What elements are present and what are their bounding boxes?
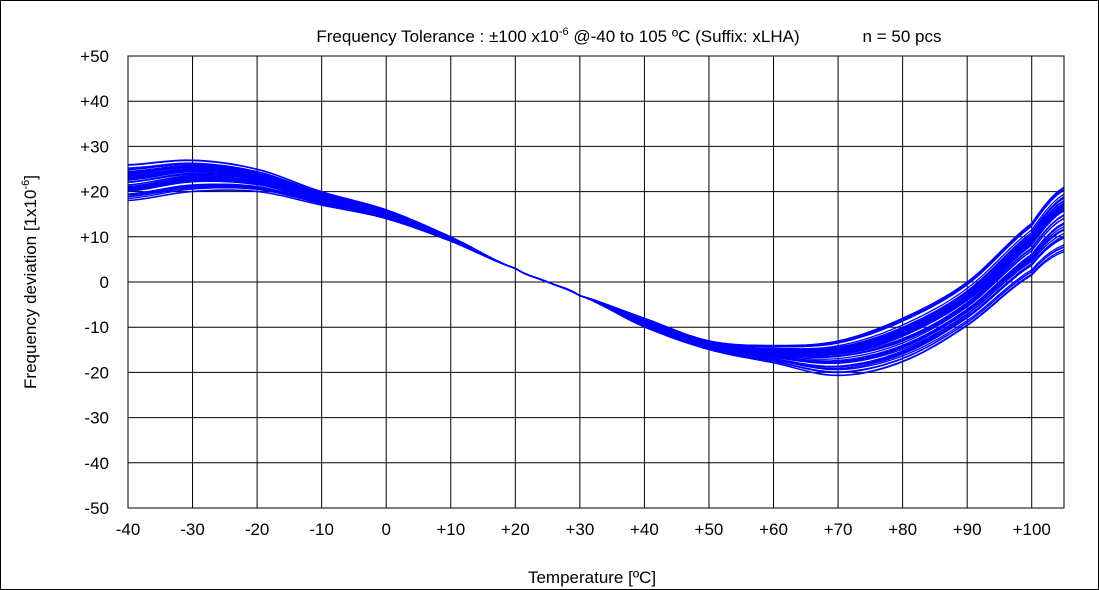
grid [127,55,1064,509]
y-tick-label: -40 [84,454,109,473]
device-curve [127,178,1065,363]
y-tick-label: +20 [80,183,109,202]
device-curve [127,189,1065,376]
x-tick-label: +40 [630,520,659,539]
y-tick-label: -20 [84,363,109,382]
x-tick-label: +50 [695,520,724,539]
x-tick-label: 0 [381,520,390,539]
x-tick-label: +80 [888,520,917,539]
x-tick-label: -10 [309,520,334,539]
plot-border [127,55,1065,509]
device-curve [127,177,1065,364]
y-axis: +50 +40 +30 +20 +10 0 -10 -20 -30 -40 -50 [80,47,109,518]
y-tick-label: +50 [80,47,109,66]
x-tick-label: +20 [501,520,530,539]
x-tick-label: -30 [180,520,205,539]
x-tick-label: -40 [116,520,141,539]
device-curve [127,172,1065,352]
y-tick-label: 0 [100,273,109,292]
y-axis-label: Frequency deviation [1x10-6] [20,175,40,389]
device-curve [127,184,1065,370]
sample-count-annotation: n = 50 pcs [863,27,942,46]
x-axis: -40 -30 -20 -10 0 +10 +20 +30 +40 +50 +60 +70 +80 +90… [116,520,1051,539]
y-tick-label: +40 [80,92,109,111]
device-curve [127,176,1065,356]
chart-title: Frequency Tolerance : ±100 x10-6 @-40 to… [316,26,799,46]
y-tick-label: -30 [84,409,109,428]
x-tick-label: +30 [565,520,594,539]
y-tick-label: -50 [84,499,109,518]
x-tick-label: +10 [436,520,465,539]
x-axis-label: Temperature [ºC] [528,568,656,587]
x-tick-label: +60 [759,520,788,539]
device-curve [127,175,1065,364]
y-tick-label: +30 [80,137,109,156]
x-tick-label: -20 [245,520,270,539]
x-tick-label: +70 [824,520,853,539]
y-tick-label: +10 [80,228,109,247]
y-tick-label: -10 [84,318,109,337]
x-tick-label: +100 [1013,520,1051,539]
device-curve [127,189,1065,377]
series-group [127,159,1065,377]
device-curve [127,176,1065,356]
x-tick-label: +90 [953,520,982,539]
